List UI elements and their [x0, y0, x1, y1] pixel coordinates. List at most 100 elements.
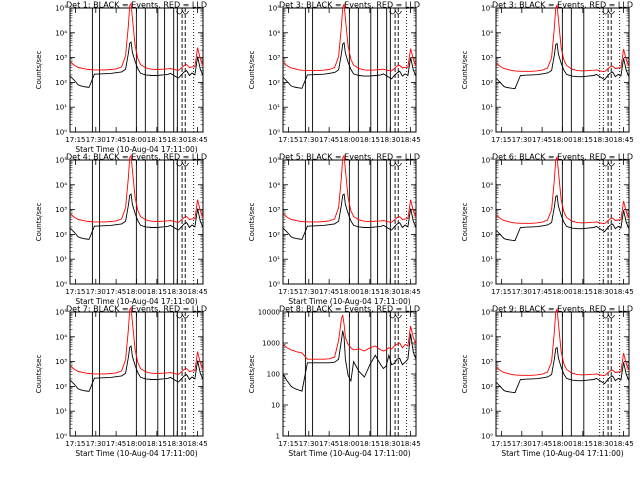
- y-axis-label: Counts/sec: [35, 51, 43, 90]
- series-line-lld: [69, 306, 204, 375]
- y-tick-label: 10⁵: [268, 5, 280, 13]
- series-line-events: [495, 194, 630, 242]
- x-tick-label: 17:15: [65, 136, 85, 144]
- y-tick-label: 10³: [481, 206, 493, 214]
- y-tick-label: 1: [276, 433, 280, 441]
- cusp-glyph: [176, 314, 189, 319]
- y-tick-label: 10²: [481, 231, 493, 239]
- y-tick-label: 10⁰: [55, 433, 67, 441]
- x-tick-label: 18:00: [552, 440, 572, 448]
- series-line-lld: [69, 2, 204, 71]
- x-tick-label: 18:45: [400, 136, 420, 144]
- x-axis-label: Start Time (10-Aug-04 17:11:00): [75, 145, 197, 154]
- y-tick-label: 10⁴: [268, 29, 280, 37]
- y-tick-label: 10³: [268, 206, 280, 214]
- x-tick-label: 17:30: [86, 136, 106, 144]
- x-tick-label: 18:15: [573, 136, 593, 144]
- series-line-lld: [282, 154, 417, 223]
- x-tick-label: 17:30: [299, 136, 319, 144]
- panel-title: Det 8: BLACK = Events, RED = LLD: [279, 305, 420, 314]
- x-tick-label: 17:30: [512, 136, 532, 144]
- x-tick-label: 18:00: [552, 288, 572, 296]
- x-tick-label: 18:00: [126, 136, 146, 144]
- y-tick-label: 10⁴: [55, 181, 67, 189]
- x-axis-label: Start Time (10-Aug-04 17:11:00): [75, 449, 197, 458]
- y-tick-label: 10⁵: [481, 309, 493, 317]
- x-tick-label: 18:30: [593, 288, 613, 296]
- y-tick-label: 10⁴: [481, 29, 493, 37]
- y-tick-label: 10²: [55, 79, 67, 87]
- x-tick-label: 18:15: [147, 440, 167, 448]
- series-line-lld: [495, 3, 630, 73]
- x-tick-label: 17:45: [532, 136, 552, 144]
- x-tick-label: 17:15: [65, 288, 85, 296]
- y-tick-label: 10²: [55, 383, 67, 391]
- x-tick-label: 17:45: [319, 136, 339, 144]
- y-tick-label: 10⁵: [481, 5, 493, 13]
- y-tick-label: 10⁵: [268, 157, 280, 165]
- y-tick-label: 10³: [55, 206, 67, 214]
- cusp-glyph: [602, 314, 615, 319]
- y-tick-label: 10000: [258, 309, 280, 317]
- y-tick-label: 10²: [481, 383, 493, 391]
- x-tick-label: 18:00: [339, 440, 359, 448]
- cusp-glyph: [389, 314, 402, 319]
- series-line-lld: [282, 2, 417, 72]
- y-tick-label: 10⁴: [481, 333, 493, 341]
- panel-title: Det 5: BLACK = Events, RED = LLD: [279, 153, 420, 162]
- x-tick-label: 18:45: [613, 288, 633, 296]
- y-tick-label: 10³: [55, 358, 67, 366]
- x-axis-label: Start Time (10-Aug-04 17:11:00): [288, 449, 410, 458]
- panel-title: Det 7: BLACK = Events, RED = LLD: [66, 305, 207, 314]
- y-tick-label: 10¹: [481, 408, 493, 416]
- y-axis-label: Counts/sec: [461, 203, 469, 242]
- cusp-glyph: [176, 162, 189, 167]
- series-line-events: [69, 193, 204, 240]
- y-tick-label: 1000: [262, 340, 280, 348]
- x-tick-label: 18:45: [613, 136, 633, 144]
- panel-8: 1 10 100 1000 10000 17:15 17:30 17:45 18:00 18:15…: [248, 305, 421, 459]
- panel-title: Det 3: BLACK = Events, RED = LLD: [492, 1, 633, 10]
- y-tick-label: 10⁵: [55, 157, 67, 165]
- y-tick-label: 10²: [481, 79, 493, 87]
- x-tick-label: 18:15: [147, 288, 167, 296]
- x-tick-label: 18:30: [380, 440, 400, 448]
- y-tick-label: 10²: [268, 79, 280, 87]
- y-tick-label: 10⁴: [55, 29, 67, 37]
- x-tick-label: 18:15: [573, 288, 593, 296]
- x-tick-label: 17:15: [491, 440, 511, 448]
- x-tick-label: 18:45: [187, 440, 207, 448]
- x-tick-label: 18:30: [593, 440, 613, 448]
- y-tick-label: 10⁰: [481, 281, 493, 289]
- x-tick-label: 18:15: [147, 136, 167, 144]
- panel-title: Det 3: BLACK = Events, RED = LLD: [279, 1, 420, 10]
- x-tick-label: 18:15: [360, 440, 380, 448]
- y-tick-label: 100: [267, 371, 280, 379]
- y-tick-label: 10⁵: [481, 157, 493, 165]
- x-tick-label: 18:45: [400, 288, 420, 296]
- y-tick-label: 10¹: [481, 256, 493, 264]
- y-tick-label: 10⁰: [55, 281, 67, 289]
- y-axis-label: Counts/sec: [35, 355, 43, 394]
- x-tick-label: 18:30: [167, 288, 187, 296]
- x-tick-label: 18:00: [126, 288, 146, 296]
- cusp-glyph: [602, 10, 615, 15]
- y-tick-label: 10³: [268, 54, 280, 62]
- y-axis-label: Counts/sec: [248, 355, 256, 394]
- y-tick-label: 10⁵: [55, 309, 67, 317]
- y-tick-label: 10⁰: [55, 129, 67, 137]
- x-tick-label: 18:15: [360, 136, 380, 144]
- x-tick-label: 17:30: [86, 440, 106, 448]
- x-tick-label: 18:45: [400, 440, 420, 448]
- y-tick-label: 10²: [55, 231, 67, 239]
- series-line-events: [282, 193, 417, 240]
- series-line-lld: [495, 307, 630, 377]
- x-tick-label: 18:00: [339, 136, 359, 144]
- x-tick-label: 18:30: [380, 288, 400, 296]
